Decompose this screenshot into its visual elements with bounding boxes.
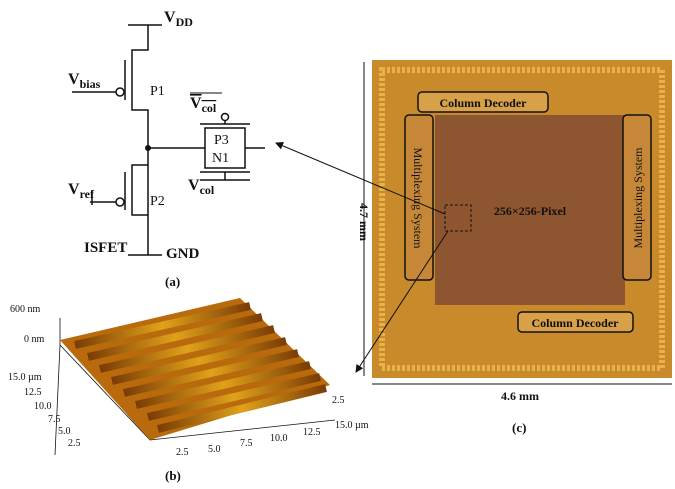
n1-label: N1 (212, 151, 229, 166)
label: V (188, 177, 200, 194)
width-label: 4.6 mm (501, 389, 539, 403)
x-tick: 15.0 µm (335, 420, 369, 431)
afm-plot: 600 nm 0 nm 15.0 µm 12.5 10.0 7.5 5.0 2.… (8, 298, 369, 483)
x-tick: 12.5 (303, 427, 321, 438)
y-tick: 10.0 (34, 401, 52, 412)
isfet-label: ISFET (84, 240, 127, 256)
gate-bubble (116, 198, 124, 206)
decoder-label: Column Decoder (440, 96, 528, 110)
label: V (190, 95, 202, 112)
y-tick: 2.5 (68, 438, 81, 449)
chip: Column Decoder Column Decoder Multiplexi… (276, 60, 672, 435)
caption: (a) (165, 274, 180, 289)
label-sub: ref (80, 187, 95, 201)
circuit: VDD Vbias P1 Vcol P3 N1 Vcol Vref P2 ISF… (68, 9, 265, 289)
figure: VDD Vbias P1 Vcol P3 N1 Vcol Vref P2 ISF… (0, 0, 675, 489)
caption: (b) (165, 468, 181, 483)
label-sub: bias (80, 77, 101, 91)
p3-label: P3 (214, 133, 229, 148)
label-sub: DD (176, 15, 194, 29)
gate-bubble (116, 88, 124, 96)
y-tick: 12.5 (24, 387, 42, 398)
x-tick: 10.0 (270, 433, 288, 444)
vdd-label: VDD (164, 9, 193, 29)
decoder-label: Column Decoder (532, 316, 620, 330)
node (145, 145, 151, 151)
caption: (c) (512, 420, 526, 435)
label-sub: col (200, 183, 215, 197)
y-tick: 15.0 µm (8, 372, 42, 383)
wires (72, 25, 265, 255)
vbias-label: Vbias (68, 71, 101, 91)
x-tick: 7.5 (240, 438, 253, 449)
label-sub: col (202, 101, 217, 115)
gate-bubble (222, 114, 229, 121)
p1-label: P1 (150, 84, 165, 99)
y-tick: 5.0 (58, 426, 71, 437)
label: V (68, 181, 80, 198)
p2-label: P2 (150, 194, 165, 209)
z-label: 600 nm (10, 304, 41, 315)
y-tick: 7.5 (48, 414, 61, 425)
label: V (68, 71, 80, 88)
x-tick: 2.5 (176, 447, 189, 458)
vcol-bar-label: Vcol (190, 95, 217, 115)
corner-tick: 2.5 (332, 395, 345, 406)
gnd-label: GND (166, 246, 200, 262)
array-label: 256×256-Pixel (494, 204, 567, 218)
label: V (164, 9, 176, 26)
vref-label: Vref (68, 181, 95, 201)
height-label: 4.7 mm (357, 203, 371, 241)
mux-label: Multiplexing System (631, 147, 645, 249)
mux-label: Multiplexing System (411, 147, 425, 249)
z-label: 0 nm (24, 334, 45, 345)
x-tick: 5.0 (208, 444, 221, 455)
